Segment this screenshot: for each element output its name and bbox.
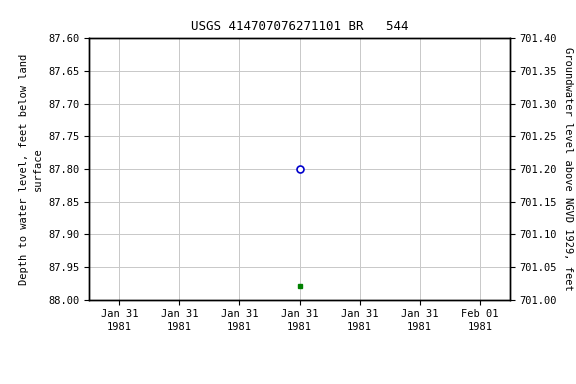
Title: USGS 414707076271101 BR   544: USGS 414707076271101 BR 544 bbox=[191, 20, 408, 33]
Y-axis label: Groundwater level above NGVD 1929, feet: Groundwater level above NGVD 1929, feet bbox=[563, 47, 573, 291]
Legend: Period of approved data: Period of approved data bbox=[209, 383, 390, 384]
Y-axis label: Depth to water level, feet below land
surface: Depth to water level, feet below land su… bbox=[19, 53, 43, 285]
